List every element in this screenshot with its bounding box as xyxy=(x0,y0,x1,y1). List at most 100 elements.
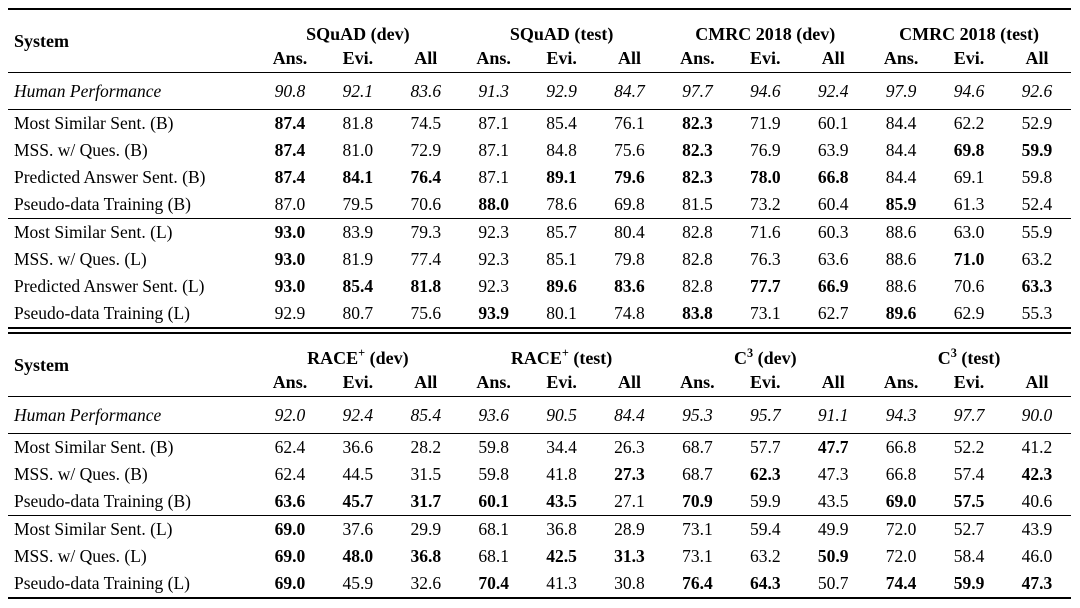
score-cell: 41.3 xyxy=(546,573,577,593)
score-cell: 74.8 xyxy=(614,303,645,323)
dataset-name: CMRC 2018 xyxy=(899,24,996,44)
dataset-superscript: 3 xyxy=(746,346,754,360)
score-cell: 87.4 xyxy=(274,140,306,160)
row-label: Pseudo-data Training (B) xyxy=(14,491,191,511)
score-cell: 79.8 xyxy=(614,249,645,269)
score-cell: 69.0 xyxy=(885,491,917,511)
score-cell: 80.7 xyxy=(342,303,374,323)
metric-column-header: Ans. xyxy=(883,48,919,68)
score-cell: 84.4 xyxy=(885,140,917,160)
score-cell: 46.0 xyxy=(1021,546,1053,566)
dataset-name: C xyxy=(937,348,951,368)
score-cell: 97.7 xyxy=(682,80,713,101)
dataset-name: RACE xyxy=(510,348,562,368)
score-cell: 82.3 xyxy=(682,140,713,160)
metric-column-header: Evi. xyxy=(750,372,781,392)
score-cell: 69.8 xyxy=(614,194,645,214)
score-cell: 41.8 xyxy=(546,464,577,484)
score-cell: 84.4 xyxy=(885,167,917,187)
score-cell: 36.6 xyxy=(342,437,374,457)
dataset-split: (test) xyxy=(995,24,1040,44)
dataset-superscript: + xyxy=(561,346,569,360)
score-cell: 60.1 xyxy=(478,491,509,511)
score-cell: 52.7 xyxy=(953,519,985,539)
score-cell: 88.6 xyxy=(885,249,917,269)
metric-column-header: All xyxy=(1025,48,1049,68)
header-metric-row: Ans. Evi. All Ans. Evi. All Ans. Evi. All Ans. Evi… xyxy=(8,45,1071,73)
score-cell: 70.6 xyxy=(953,276,985,296)
dataset-name: C xyxy=(733,348,747,368)
row-label: Pseudo-data Training (B) xyxy=(14,194,191,214)
score-cell: 63.3 xyxy=(1021,276,1053,296)
score-cell: 82.3 xyxy=(682,113,713,133)
score-cell: 59.8 xyxy=(478,464,509,484)
score-cell: 90.8 xyxy=(274,80,306,101)
metric-column-header: All xyxy=(821,372,845,392)
model-block: Most Similar Sent. (L) 93.0 83.9 79.3 92.3 85… xyxy=(8,218,1071,329)
score-cell: 90.0 xyxy=(1021,404,1053,425)
row-label: Most Similar Sent. (L) xyxy=(14,519,173,539)
dataset-group-header: CMRC 2018 (test) xyxy=(867,9,1071,45)
table-row: MSS. w/ Ques. (L) 69.0 48.0 36.8 68.1 42.5 31.… xyxy=(8,543,1071,570)
table-header: System SQuAD (dev) SQuAD (test) CMRC 2018 (… xyxy=(8,9,1071,73)
header-group-row: System SQuAD (dev) SQuAD (test) CMRC 2018 (… xyxy=(8,9,1071,51)
score-cell: 69.0 xyxy=(274,546,306,566)
score-cell: 28.2 xyxy=(410,437,442,457)
score-cell: 84.4 xyxy=(885,113,917,133)
table-row: Pseudo-data Training (L) 69.0 45.9 32.6 70.4… xyxy=(8,570,1071,598)
score-cell: 43.5 xyxy=(546,491,577,511)
score-cell: 63.0 xyxy=(953,222,985,242)
score-cell: 55.3 xyxy=(1021,303,1053,323)
score-cell: 71.9 xyxy=(749,113,781,133)
score-cell: 76.4 xyxy=(682,573,713,593)
score-cell: 85.4 xyxy=(410,404,442,425)
score-cell: 68.7 xyxy=(682,437,713,457)
score-cell: 43.9 xyxy=(1021,519,1053,539)
row-label: Most Similar Sent. (B) xyxy=(14,437,174,457)
score-cell: 85.4 xyxy=(546,113,577,133)
score-cell: 87.1 xyxy=(478,140,509,160)
metric-column-header: Ans. xyxy=(272,48,308,68)
score-cell: 94.6 xyxy=(953,80,985,101)
score-cell: 69.0 xyxy=(274,573,306,593)
score-cell: 76.9 xyxy=(749,140,781,160)
score-cell: 74.4 xyxy=(885,573,917,593)
human-performance-section: Human Performance 90.8 92.1 83.6 91.3 92.9 84.… xyxy=(8,73,1071,110)
score-cell: 89.6 xyxy=(546,276,577,296)
score-cell: 41.2 xyxy=(1021,437,1053,457)
score-cell: 85.9 xyxy=(885,194,917,214)
score-cell: 26.3 xyxy=(614,437,645,457)
score-cell: 64.3 xyxy=(749,573,781,593)
score-cell: 57.4 xyxy=(953,464,985,484)
score-cell: 66.8 xyxy=(885,464,917,484)
score-cell: 47.3 xyxy=(817,464,849,484)
score-cell: 82.8 xyxy=(682,249,713,269)
score-cell: 89.6 xyxy=(885,303,917,323)
metric-column-header: All xyxy=(1025,372,1049,392)
score-cell: 81.0 xyxy=(342,140,374,160)
score-cell: 87.4 xyxy=(274,113,306,133)
dataset-superscript: + xyxy=(358,346,366,360)
score-cell: 62.7 xyxy=(817,303,849,323)
row-label: Pseudo-data Training (L) xyxy=(14,573,190,593)
dataset-name: SQuAD xyxy=(509,24,570,44)
metric-column-header: Ans. xyxy=(680,372,715,392)
score-cell: 78.0 xyxy=(749,167,781,187)
dataset-name: CMRC 2018 xyxy=(695,24,792,44)
score-cell: 68.7 xyxy=(682,464,713,484)
score-cell: 73.2 xyxy=(749,194,781,214)
score-cell: 94.3 xyxy=(885,404,917,425)
metric-column-header: Evi. xyxy=(546,372,577,392)
score-cell: 85.1 xyxy=(546,249,577,269)
score-cell: 37.6 xyxy=(342,519,374,539)
score-cell: 92.1 xyxy=(342,80,374,101)
score-cell: 59.9 xyxy=(953,573,985,593)
score-cell: 97.9 xyxy=(885,80,917,101)
table-row: Pseudo-data Training (B) 63.6 45.7 31.7 60.1… xyxy=(8,488,1071,516)
row-label: Human Performance xyxy=(14,80,162,101)
score-cell: 40.6 xyxy=(1021,491,1053,511)
score-cell: 83.6 xyxy=(614,276,645,296)
score-cell: 77.4 xyxy=(410,249,442,269)
score-cell: 29.9 xyxy=(410,519,442,539)
score-cell: 71.0 xyxy=(953,249,985,269)
